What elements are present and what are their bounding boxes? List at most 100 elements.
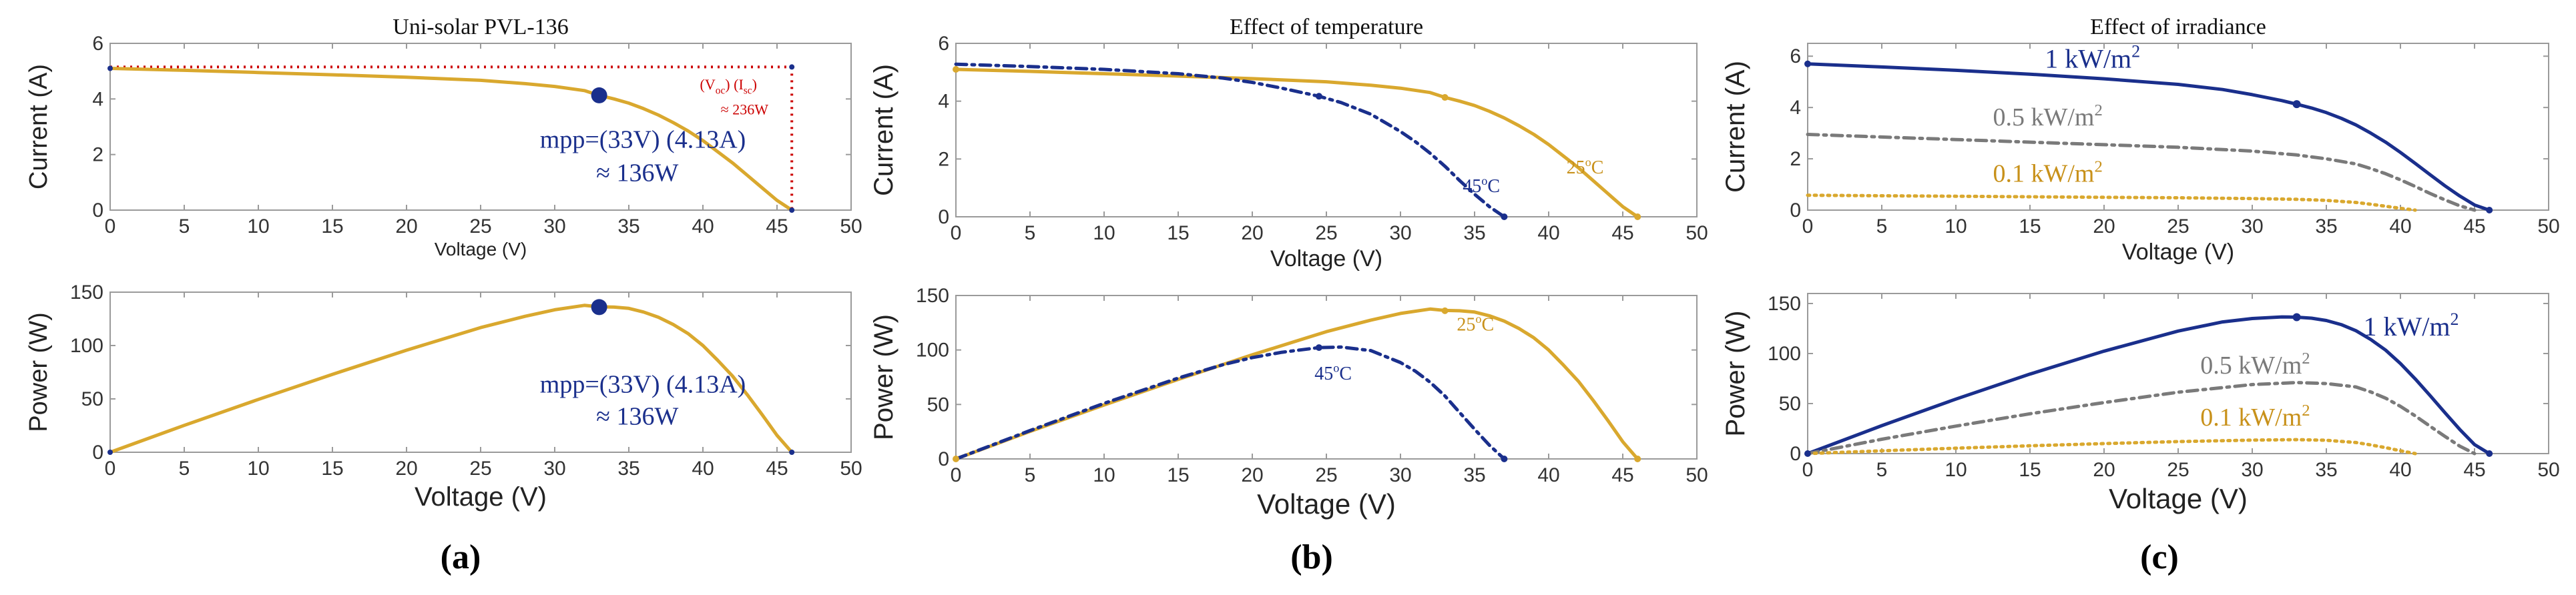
annotation: ≈ 136W [596,159,678,187]
y-axis-label: Power (W) [25,312,53,432]
x-axis-label: Voltage (V) [415,482,547,512]
x-tick-label: 15 [321,215,343,237]
x-tick-label: 25 [1315,464,1337,486]
y-tick-label: 150 [916,285,949,307]
x-tick-label: 50 [1686,222,1708,244]
x-tick-label: 10 [1093,464,1115,486]
series-line-0 [108,67,794,212]
x-tick-label: 10 [247,215,269,237]
x-tick-label: 0 [1802,459,1814,481]
x-tick-label: 40 [692,458,714,480]
y-axis-label: Current (A) [869,64,898,196]
data-point-marker [789,450,795,455]
y-tick-label: 4 [1790,97,1801,119]
x-tick-label: 25 [2167,459,2189,481]
x-tick-label: 40 [2389,215,2411,237]
y-tick-label: 6 [938,33,949,55]
panel-letter-c: (c) [2140,538,2179,576]
y-axis-label: Current (A) [1721,61,1750,193]
x-tick-label: 35 [1463,222,1485,244]
annotation: 0.1 kW/m2 [1993,157,2103,187]
annotation: 45oC [1463,174,1500,197]
x-tick-label: 30 [543,458,565,480]
chart-c-iv: 0 5 10 15 20 25 30 35 40 45 50 0 2 4 6 Effect of irradi… [1721,15,2560,265]
annotation: ≈ 136W [596,402,678,430]
x-tick-label: 45 [2463,459,2485,481]
x-tick-label: 20 [1241,464,1263,486]
x-tick-label: 25 [469,215,491,237]
series-line-0 [954,307,1639,461]
x-tick-label: 5 [1025,464,1036,486]
x-tick-label: 50 [2537,459,2559,481]
x-axis-label: Voltage (V) [435,239,527,259]
axes-frame [955,43,1698,217]
x-tick-label: 30 [543,215,565,237]
y-axis-label: Current (A) [25,64,53,189]
data-point-marker [2292,313,2301,322]
x-tick-label: 20 [395,458,417,480]
y-tick-label: 100 [916,340,949,362]
x-axis-label: Voltage (V) [2122,239,2234,265]
annotation: mpp=(33V) (4.13A) [540,125,746,153]
series-line-0 [1806,62,2491,212]
y-tick-label: 0 [1790,443,1801,465]
y-tick-label: 150 [70,281,103,304]
x-tick-label: 5 [179,215,190,237]
x-tick-label: 0 [105,215,116,237]
y-tick-label: 150 [1768,293,1801,315]
y-tick-label: 100 [1768,343,1801,365]
x-axis-label: Voltage (V) [1270,246,1382,271]
series-line-1 [954,62,1506,219]
x-tick-label: 45 [766,215,788,237]
data-point-marker [1804,450,1811,457]
series-line-2 [1806,438,2417,456]
x-tick-label: 35 [2315,459,2337,481]
annotation: mpp=(33V) (4.13A) [540,370,746,398]
x-axis-label: Voltage (V) [2109,483,2248,514]
data-point-marker [1804,60,1811,67]
annotation: (Voc) (Isc) [700,76,757,97]
x-tick-label: 15 [1167,464,1189,486]
annotation: 0.1 kW/m2 [2200,402,2310,432]
x-tick-label: 35 [2315,215,2337,237]
y-tick-label: 6 [1790,45,1801,67]
series-line-2 [1806,193,2417,212]
y-axis-label: Power (W) [869,314,898,440]
x-tick-label: 25 [1315,222,1337,244]
panel-letter-b: (b) [1290,538,1333,576]
x-tick-label: 45 [1611,464,1633,486]
data-point-marker [1634,213,1641,220]
y-tick-label: 0 [92,442,103,464]
data-point-marker [591,299,607,316]
x-tick-label: 0 [105,458,116,480]
data-point-marker [1501,456,1508,462]
annotation: ≈ 236W [721,101,769,117]
y-tick-label: 0 [938,206,949,228]
data-point-marker [1315,93,1322,100]
y-tick-label: 50 [81,388,103,410]
annotation: 1 kW/m2 [2045,42,2140,74]
x-tick-label: 20 [1241,222,1263,244]
data-point-marker [591,87,607,103]
x-tick-label: 50 [840,215,862,237]
data-point-marker [2486,207,2493,213]
x-tick-label: 30 [1389,222,1411,244]
x-tick-label: 40 [1537,464,1559,486]
x-tick-label: 15 [2019,215,2041,237]
x-tick-label: 10 [247,458,269,480]
x-tick-label: 20 [395,215,417,237]
data-point-marker [107,450,113,455]
x-tick-label: 15 [1167,222,1189,244]
chart-c-pv: 0 5 10 15 20 25 30 35 40 45 50 0 50 100 150 Voltage (V)… [1721,293,2560,514]
y-tick-label: 50 [1779,393,1801,415]
y-tick-label: 4 [938,91,949,113]
x-tick-label: 45 [1611,222,1633,244]
x-tick-label: 0 [951,464,962,486]
series-line-1 [1806,133,2477,212]
x-tick-label: 35 [1463,464,1485,486]
y-tick-label: 0 [938,448,949,470]
x-tick-label: 50 [1686,464,1708,486]
x-tick-label: 25 [2167,215,2189,237]
x-tick-label: 15 [321,458,343,480]
